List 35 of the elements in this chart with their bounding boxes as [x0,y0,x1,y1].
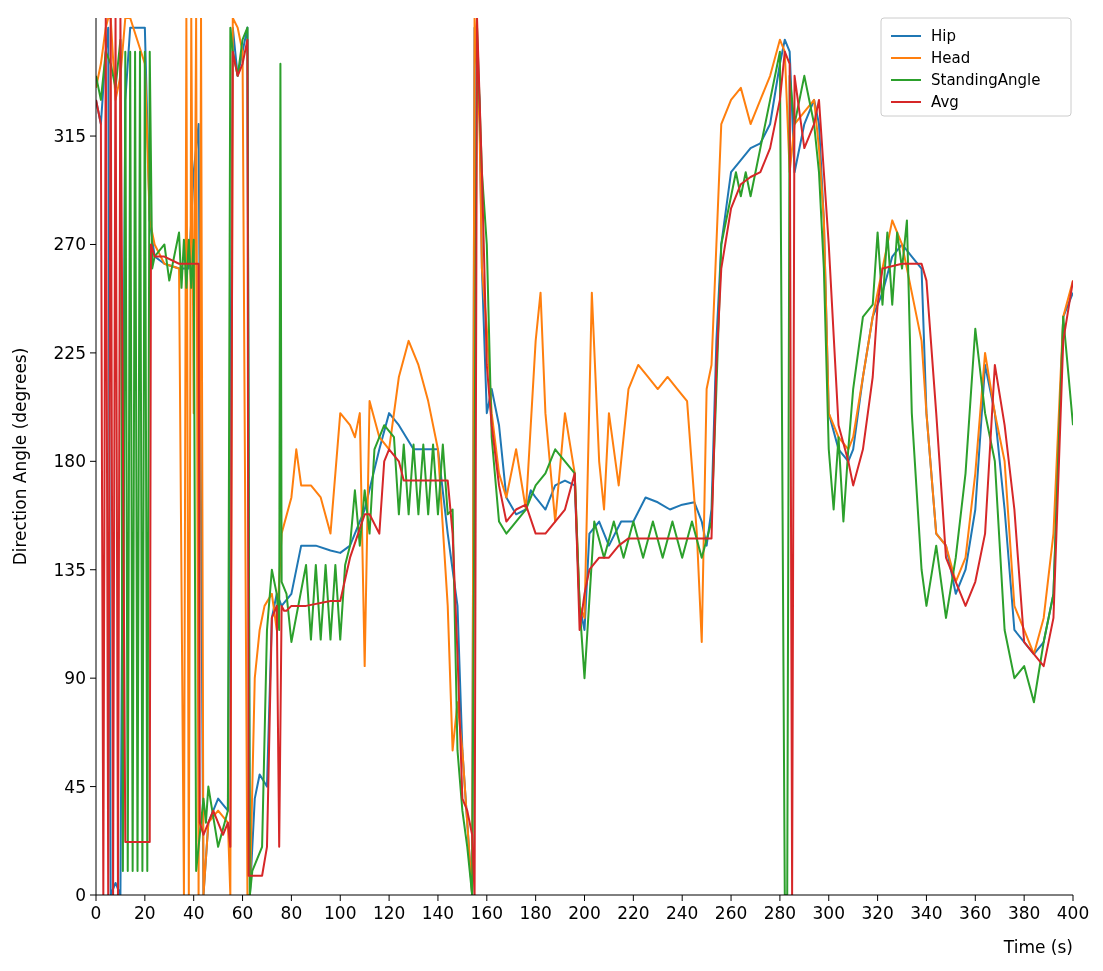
x-tick-label: 400 [1056,903,1090,923]
x-tick-label: 300 [812,903,845,923]
y-axis-title: Direction Angle (degrees) [10,347,30,566]
x-tick-label: 160 [470,903,504,923]
x-tick-label: 220 [617,903,650,923]
x-tick-label: 360 [959,903,992,923]
x-tick-label: 200 [568,903,601,923]
x-tick-label: 380 [1007,903,1041,923]
y-tick-label: 45 [64,776,86,797]
x-tick-label: 60 [231,903,254,923]
y-tick-label: 315 [53,126,86,147]
x-tick-label: 320 [861,903,894,923]
x-tick-label: 100 [324,903,357,923]
y-tick-label: 180 [53,451,86,472]
legend-label: Hip [931,27,956,46]
x-axis-title: Time (s) [1002,937,1073,957]
x-tick-label: 140 [421,903,455,923]
x-tick-label: 340 [910,903,943,923]
x-tick-label: 120 [372,903,406,923]
x-tick-label: 240 [665,903,699,923]
x-tick-label: 0 [90,903,102,923]
x-tick-label: 260 [714,903,748,923]
x-tick-label: 40 [182,903,205,923]
x-tick-label: 180 [519,903,552,923]
legend-label: Avg [931,93,959,112]
x-tick-label: 20 [134,903,156,923]
x-tick-label: 280 [763,903,797,923]
legend-label: Head [931,49,971,68]
y-tick-label: 135 [53,559,86,580]
y-tick-label: 90 [64,668,86,689]
y-tick-label: 225 [53,342,86,363]
x-tick-label: 80 [280,903,303,923]
y-tick-label: 270 [53,234,86,255]
legend-label: StandingAngle [931,71,1041,90]
y-tick-label: 0 [75,884,86,905]
